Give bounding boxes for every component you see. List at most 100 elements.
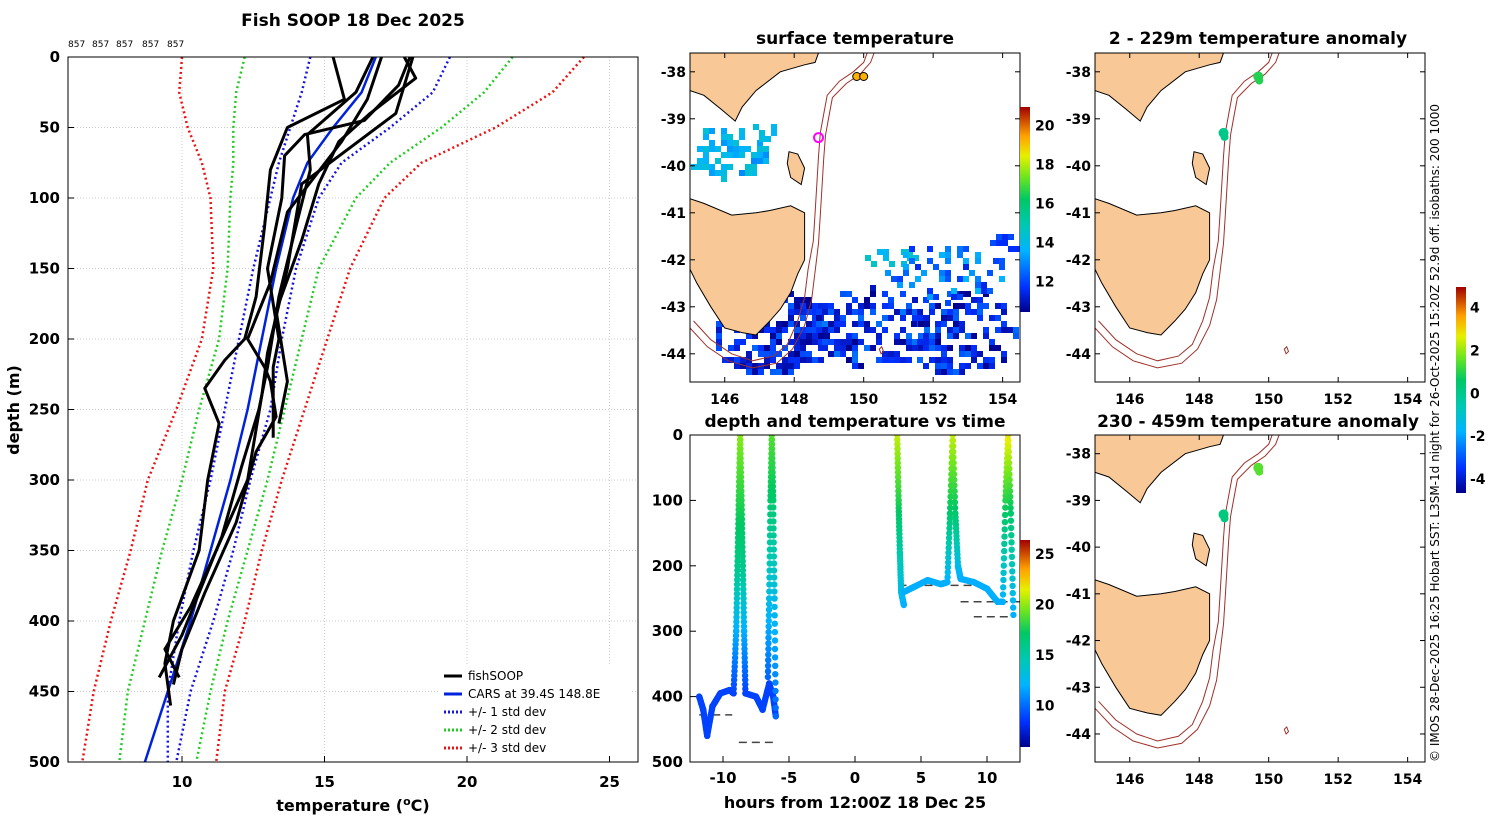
- sst-pixel: [840, 315, 846, 321]
- track-point: [771, 574, 778, 581]
- track-point: [769, 455, 776, 462]
- sst-pixel: [770, 327, 776, 333]
- track-point: [945, 544, 952, 551]
- track-point: [999, 591, 1007, 598]
- track-point: [766, 567, 773, 574]
- sst-map-title: surface temperature: [756, 29, 954, 49]
- sst-pixel: [840, 339, 846, 345]
- sst-pixel: [912, 297, 918, 303]
- y-tick-label: 400: [29, 612, 60, 630]
- coastline: [1095, 198, 1211, 336]
- track-point: [738, 506, 745, 513]
- track-point: [1004, 435, 1012, 439]
- sst-pixel: [947, 309, 953, 315]
- anomaly-lower-panel: 146 148 150 152 154-38-39-40-41-42-43-44 230…: [1066, 287, 1486, 788]
- sst-pixel: [945, 246, 951, 252]
- track-point: [951, 504, 959, 512]
- sst-pixel: [969, 270, 975, 276]
- sst-pixel: [757, 152, 763, 158]
- sst-pixel: [800, 315, 806, 321]
- track-point: [769, 459, 776, 467]
- sst-pixel: [806, 321, 812, 327]
- sst-pixel: [903, 270, 909, 276]
- sst-pixel: [751, 164, 757, 170]
- sst-pixel: [709, 164, 715, 170]
- track-point: [764, 662, 772, 669]
- sst-pixel: [721, 164, 727, 170]
- sst-pixel: [852, 333, 858, 339]
- coastline: [1191, 151, 1211, 186]
- sst-pixel: [776, 339, 782, 345]
- y-tick-label: 0: [50, 48, 60, 66]
- sst-pixel: [771, 124, 777, 130]
- sst-pixel: [776, 369, 782, 375]
- track-point: [742, 676, 749, 684]
- sst-pixel: [858, 315, 864, 321]
- track-point: [734, 557, 741, 565]
- sst-pixel: [828, 309, 834, 315]
- sst-pixel: [758, 369, 764, 375]
- track-point: [765, 606, 773, 613]
- track-point: [733, 595, 741, 602]
- sst-pixel: [891, 276, 897, 282]
- track-point: [740, 604, 747, 611]
- track-point: [732, 636, 739, 644]
- coastline: [1095, 435, 1225, 504]
- legend-std3: +/- 3 std dev: [468, 741, 546, 755]
- sst-pixel: [929, 357, 935, 363]
- track-point: [1009, 568, 1016, 575]
- sst-pixel: [957, 246, 963, 252]
- sst-pixel: [983, 303, 989, 309]
- track-point: [900, 601, 907, 609]
- anomaly-colorbar: [1456, 287, 1466, 493]
- sst-pixel: [953, 327, 959, 333]
- track-point: [947, 499, 954, 506]
- sst-pixel: [945, 270, 951, 276]
- track-point: [945, 549, 952, 556]
- sst-pixel: [953, 333, 959, 339]
- track-point: [1000, 555, 1008, 562]
- track-point: [1008, 539, 1015, 546]
- sst-pixel: [941, 351, 947, 357]
- sst-pixel: [923, 315, 929, 321]
- sst-pixel: [957, 276, 963, 282]
- sst-pixel: [1001, 351, 1007, 357]
- sst-pixel: [865, 255, 871, 261]
- sst-pixel: [852, 297, 858, 303]
- sst-pixel: [957, 252, 963, 258]
- sst-pixel: [996, 240, 1002, 246]
- y-tick-label: 0: [673, 426, 683, 444]
- sst-pixel: [906, 309, 912, 315]
- sst-pixel: [900, 339, 906, 345]
- track-point: [772, 679, 779, 686]
- colorbar-tick-label: 20: [1035, 598, 1055, 614]
- x-tick-label: 148: [1185, 392, 1214, 408]
- sst-pixel: [965, 345, 971, 351]
- track-point: [768, 445, 776, 453]
- series-line: [163, 56, 415, 679]
- sst-pixel: [1002, 234, 1008, 240]
- sst-pixel: [715, 170, 721, 176]
- sst-pixel: [757, 158, 763, 164]
- seamount-isobath: [1283, 345, 1290, 355]
- sst-pixel: [800, 303, 806, 309]
- y-tick-label: -40: [1066, 159, 1092, 175]
- sst-pixel: [894, 351, 900, 357]
- sst-pixel: [734, 339, 740, 345]
- track-point: [765, 600, 773, 608]
- series-line: [157, 56, 375, 679]
- legend-cars: CARS at 39.4S 148.8E: [468, 687, 600, 701]
- sst-pixel: [1008, 246, 1014, 252]
- sst-pixel: [888, 303, 894, 309]
- sst-pixel: [897, 282, 903, 288]
- sst-pixel: [1013, 327, 1019, 333]
- sst-pixel: [882, 357, 888, 363]
- x-tick-label: 146: [1115, 392, 1144, 408]
- sst-pixel: [816, 327, 822, 333]
- sst-colorbar: [1020, 107, 1030, 312]
- x-tick-label: 154: [1393, 392, 1422, 408]
- sst-pixel: [877, 249, 883, 255]
- sst-pixel: [776, 351, 782, 357]
- track-point: [1006, 482, 1013, 489]
